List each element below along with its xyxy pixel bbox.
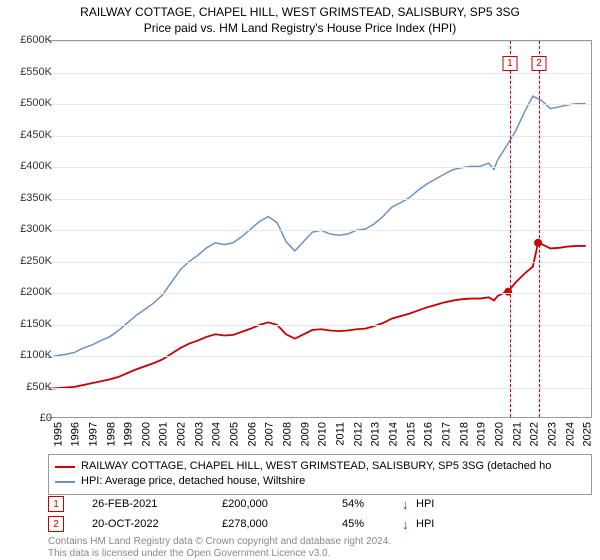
footer-line-1: Contains HM Land Registry data © Crown c… <box>48 536 592 548</box>
marker-price: £200,000 <box>222 498 342 510</box>
chart-title: RAILWAY COTTAGE, CHAPEL HILL, WEST GRIMS… <box>0 0 600 21</box>
marker-price: £278,000 <box>222 518 342 530</box>
plot-area: 12 <box>48 40 592 418</box>
y-axis-label: £600K <box>8 34 52 46</box>
y-axis-label: £150K <box>8 318 52 330</box>
marker-row: 2 20-OCT-2022£278,00045%↓HPI <box>48 514 456 534</box>
legend-swatch <box>55 466 75 468</box>
marker-number-box: 1 <box>48 496 64 512</box>
legend-row: HPI: Average price, detached house, Wilt… <box>55 474 585 489</box>
footer-line-2: This data is licensed under the Open Gov… <box>48 548 592 560</box>
attribution-footer: Contains HM Land Registry data © Crown c… <box>48 536 592 560</box>
marker-number-box: 2 <box>48 516 64 532</box>
markers-table: 1 26-FEB-2021£200,00054%↓HPI 2 20-OCT-2022£… <box>48 494 456 534</box>
legend: RAILWAY COTTAGE, CHAPEL HILL, WEST GRIMS… <box>48 454 592 495</box>
y-axis-label: £550K <box>8 66 52 78</box>
arrow-down-icon: ↓ <box>402 497 416 512</box>
marker-pct: 45% <box>342 518 402 530</box>
legend-label: HPI: Average price, detached house, Wilt… <box>81 474 305 489</box>
legend-label: RAILWAY COTTAGE, CHAPEL HILL, WEST GRIMS… <box>81 459 551 474</box>
legend-swatch <box>55 481 75 483</box>
legend-row: RAILWAY COTTAGE, CHAPEL HILL, WEST GRIMS… <box>55 459 585 474</box>
marker-date: 20-OCT-2022 <box>92 518 222 530</box>
event-marker-box: 1 <box>502 56 517 71</box>
series-property <box>48 243 586 389</box>
y-axis-label: £50K <box>8 381 52 393</box>
event-vline <box>510 41 511 417</box>
y-axis-label: £350K <box>8 192 52 204</box>
y-axis-label: £100K <box>8 349 52 361</box>
marker-against: HPI <box>416 518 456 530</box>
y-axis-label: £500K <box>8 97 52 109</box>
event-marker-box: 2 <box>532 56 547 71</box>
event-vline <box>539 41 540 417</box>
y-axis-label: £400K <box>8 160 52 172</box>
marker-row: 1 26-FEB-2021£200,00054%↓HPI <box>48 494 456 514</box>
y-axis-label: £200K <box>8 286 52 298</box>
chart-subtitle: Price paid vs. HM Land Registry's House … <box>0 21 600 37</box>
y-axis-label: £0 <box>8 412 52 424</box>
marker-date: 26-FEB-2021 <box>92 498 222 510</box>
y-axis-label: £300K <box>8 223 52 235</box>
y-axis-label: £450K <box>8 129 52 141</box>
y-axis-label: £250K <box>8 255 52 267</box>
arrow-down-icon: ↓ <box>402 517 416 532</box>
chart-container: RAILWAY COTTAGE, CHAPEL HILL, WEST GRIMS… <box>0 0 600 560</box>
marker-pct: 54% <box>342 498 402 510</box>
marker-against: HPI <box>416 498 456 510</box>
